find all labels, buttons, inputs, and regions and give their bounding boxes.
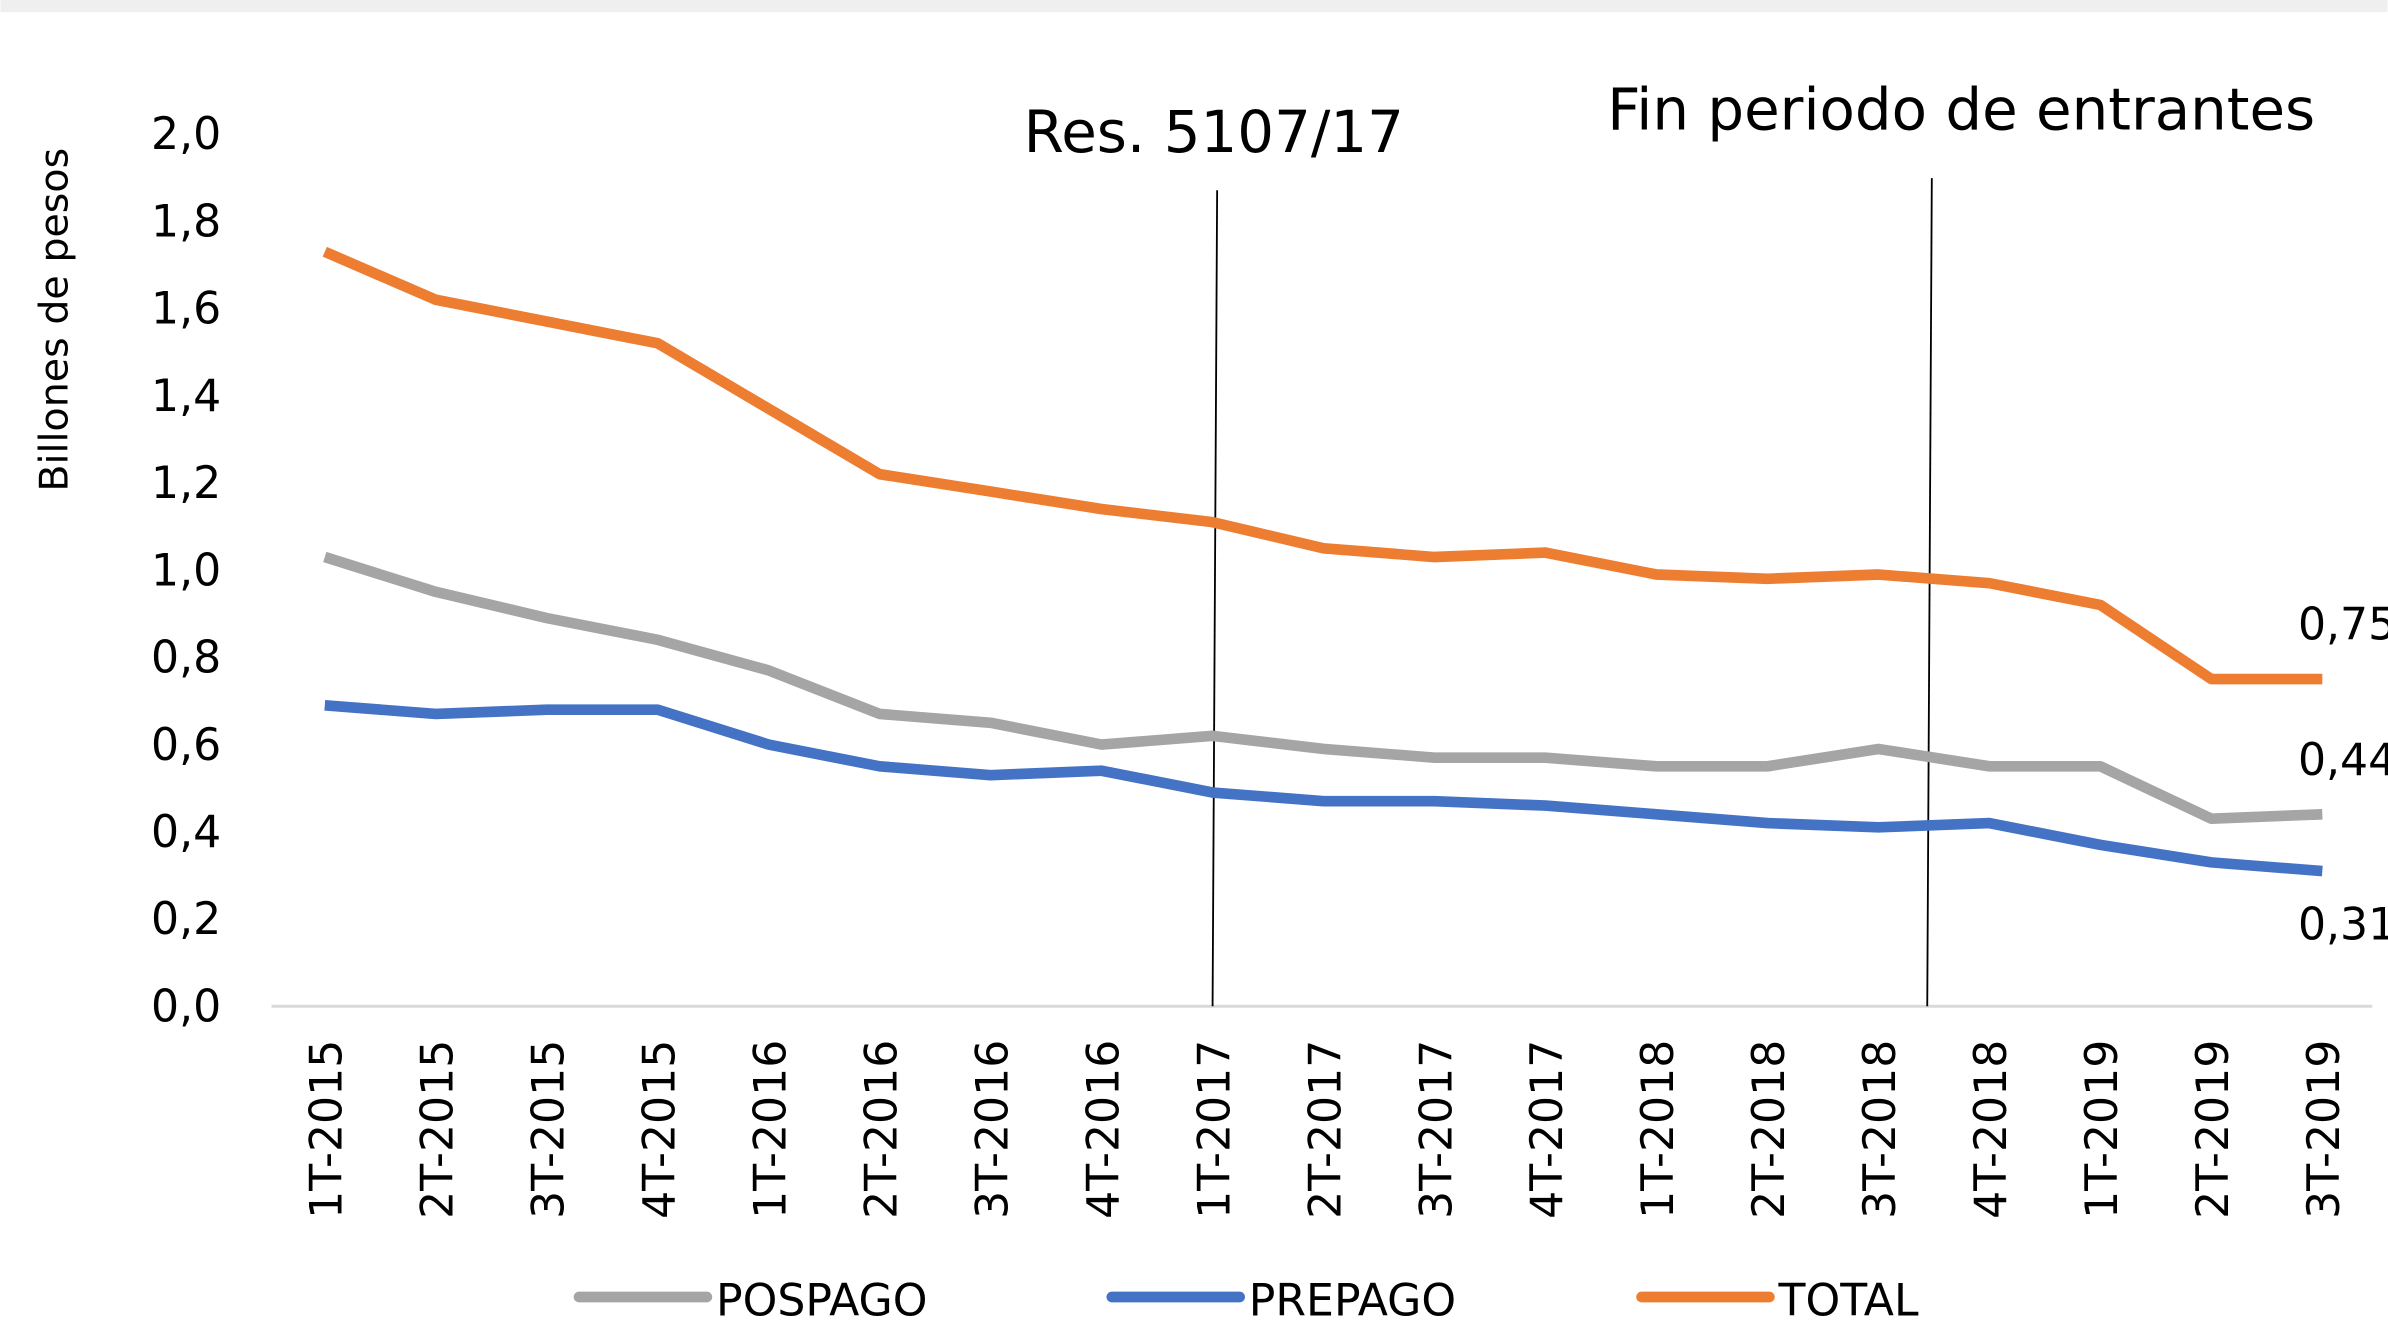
legend-label: POSPAGO	[716, 1275, 927, 1326]
x-tick-label: 3T-2018	[1855, 1040, 1906, 1219]
x-tick-label: 1T-2016	[745, 1040, 796, 1219]
legend-label: TOTAL	[1778, 1275, 1919, 1326]
data-label: 0,75	[2298, 600, 2388, 651]
x-tick-label: 3T-2015	[523, 1040, 574, 1219]
x-tick-label: 4T-2016	[1078, 1040, 1129, 1219]
y-tick-label: 0,4	[151, 807, 221, 858]
x-tick-label: 2T-2017	[1300, 1040, 1351, 1219]
y-tick-label: 1,8	[151, 196, 221, 247]
x-tick-label: 3T-2017	[1411, 1040, 1462, 1219]
x-tick-label: 3T-2016	[967, 1040, 1018, 1219]
x-tick-label: 1T-2017	[1189, 1040, 1240, 1219]
annotation-line	[1211, 190, 1219, 1007]
x-tick-label: 2T-2015	[412, 1040, 463, 1219]
y-tick-label: 0,8	[151, 633, 221, 684]
y-tick-label: 1,2	[151, 458, 221, 509]
y-tick-label: 1,6	[151, 284, 221, 335]
x-tick-label: 1T-2015	[302, 1040, 353, 1219]
y-tick-label: 0,6	[151, 720, 221, 771]
top-strip	[0, 0, 2388, 13]
data-label: 0,31	[2298, 900, 2388, 951]
x-tick-label: 1T-2019	[2077, 1040, 2128, 1219]
series-line	[323, 551, 2323, 825]
annotation-line	[1926, 178, 1933, 1007]
y-tick-label: 1,0	[151, 545, 221, 596]
y-tick-label: 0,2	[151, 894, 221, 945]
legend-label: PREPAGO	[1249, 1275, 1456, 1326]
y-tick-label: 0,0	[151, 981, 221, 1032]
x-tick-label: 1T-2018	[1633, 1040, 1684, 1219]
annotation: Fin periodo de entrantes	[1607, 75, 2315, 143]
x-tick-label: 2T-2016	[856, 1040, 907, 1219]
x-tick-label: 4T-2017	[1522, 1040, 1573, 1219]
annotation: Res. 5107/17	[1024, 98, 1404, 166]
y-tick-label: 1,4	[151, 371, 221, 422]
y-axis-label: Billones de pesos	[32, 148, 78, 492]
x-tick-label: 2T-2019	[2188, 1040, 2239, 1219]
data-label: 0,44	[2298, 735, 2388, 786]
series-line	[322, 246, 2323, 685]
x-tick-label: 3T-2019	[2299, 1040, 2350, 1219]
y-tick-label: 2,0	[151, 109, 221, 160]
x-tick-label: 4T-2015	[634, 1040, 685, 1219]
series-line	[324, 699, 2323, 877]
x-tick-label: 2T-2018	[1744, 1040, 1795, 1219]
x-tick-label: 4T-2018	[1966, 1040, 2017, 1219]
